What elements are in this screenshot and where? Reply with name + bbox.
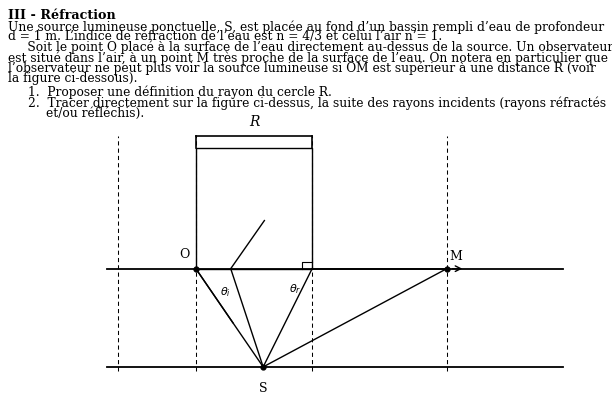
Text: S: S (259, 382, 267, 395)
Text: est situé dans l’air, à un point M très proche de la surface de l’eau. On notera: est situé dans l’air, à un point M très … (8, 51, 608, 65)
Text: R: R (248, 115, 259, 129)
Text: $\theta_i$: $\theta_i$ (220, 285, 231, 299)
Text: 2.  Tracer directement sur la figure ci-dessus, la suite des rayons incidents (r: 2. Tracer directement sur la figure ci-d… (28, 96, 606, 110)
Text: Soit le point O placé à la surface de l’eau directement au-dessus de la source. : Soit le point O placé à la surface de l’… (8, 41, 612, 55)
Text: M: M (450, 250, 463, 263)
Text: O: O (179, 249, 190, 261)
Text: d = 1 m. L’indice de réfraction de l’eau est n = 4/3 et celui l’air n’= 1.: d = 1 m. L’indice de réfraction de l’eau… (8, 30, 442, 43)
Text: 1.  Proposer une définition du rayon du cercle R.: 1. Proposer une définition du rayon du c… (28, 86, 332, 99)
Text: Une source lumineuse ponctuelle, S, est placée au fond d’un bassin rempli d’eau : Une source lumineuse ponctuelle, S, est … (8, 20, 604, 34)
Text: $\theta_r$: $\theta_r$ (289, 283, 301, 296)
Text: III - Réfraction: III - Réfraction (8, 9, 116, 22)
Text: et/ou réfléchis).: et/ou réfléchis). (46, 107, 144, 119)
Text: l’observateur ne peut plus voir la source lumineuse si OM est supérieur à une di: l’observateur ne peut plus voir la sourc… (8, 62, 596, 75)
Text: la figure ci-dessous).: la figure ci-dessous). (8, 72, 138, 85)
